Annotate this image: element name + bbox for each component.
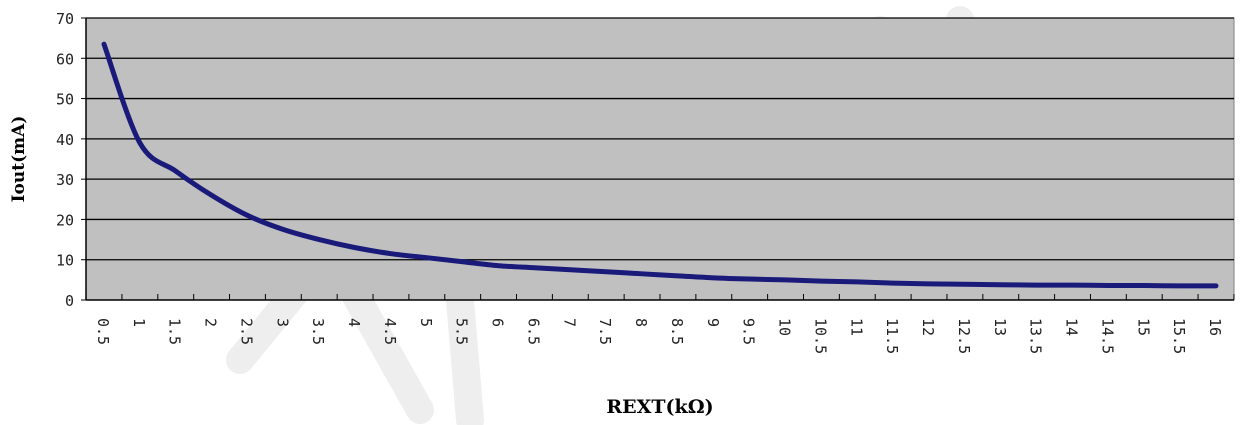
data-point (174, 169, 177, 173)
data-point (856, 280, 859, 284)
data-point (102, 42, 106, 46)
x-tick-label: 15 (1134, 318, 1152, 336)
data-point (927, 282, 931, 286)
data-point (820, 279, 823, 283)
gridlines (86, 17, 1234, 261)
data-point (748, 277, 751, 281)
x-tick-label: 9.5 (740, 318, 758, 345)
x-tick-label: 3.5 (309, 318, 327, 345)
y-tick-label: 60 (56, 50, 74, 68)
data-point (461, 260, 464, 263)
y-axis-title: Iout(mA) (9, 116, 29, 203)
plot-area (85, 17, 1235, 301)
x-tick-label: 11 (847, 318, 865, 336)
x-tick-label: 11.5 (883, 318, 901, 354)
data-point (246, 214, 249, 217)
x-tick-label: 0.5 (94, 318, 112, 345)
series-layer (101, 41, 1219, 289)
data-point (1178, 284, 1182, 288)
x-tick-label: 7.5 (596, 318, 614, 345)
y-tick-label: 70 (56, 10, 74, 28)
data-point (425, 256, 429, 259)
data-point (497, 264, 500, 267)
data-point (1107, 284, 1110, 287)
y-tick-label: 50 (56, 91, 74, 109)
data-point (210, 194, 213, 197)
y-axis-ticks: 0 10 20 30 40 50 60 70 (56, 10, 86, 310)
x-tick-label: 9 (704, 318, 722, 327)
data-point (533, 266, 536, 269)
data-point (712, 276, 716, 280)
data-point (1035, 283, 1038, 287)
x-tick-label: 3 (273, 318, 291, 327)
x-tick-label: 14 (1063, 318, 1081, 336)
data-point (676, 274, 680, 278)
y-tick-label: 0 (65, 292, 74, 310)
x-tick-label: 4 (345, 318, 363, 327)
x-tick-label: 8.5 (668, 318, 686, 345)
x-tick-label: 5 (417, 318, 435, 327)
data-point (569, 268, 572, 271)
x-tick-label: 7 (560, 318, 578, 327)
data-point (138, 141, 142, 145)
x-tick-label: 4.5 (381, 318, 399, 345)
data-point (640, 272, 644, 276)
data-point (999, 283, 1002, 286)
x-tick-label: 12.5 (955, 318, 973, 354)
data-point (318, 238, 321, 241)
x-tick-label: 8 (632, 318, 650, 327)
x-tick-label: 14.5 (1098, 318, 1116, 354)
data-point (604, 270, 608, 273)
x-tick-label: 6.5 (524, 318, 542, 345)
data-point (389, 252, 393, 255)
y-tick-label: 10 (56, 252, 74, 270)
x-tick-label: 13 (991, 318, 1009, 336)
y-tick-label: 40 (56, 131, 74, 149)
data-point (1214, 284, 1218, 288)
x-tick-label: 12 (919, 318, 937, 336)
x-tick-label: 6 (489, 318, 507, 327)
data-point (1071, 283, 1074, 287)
y-tick-label: 20 (56, 211, 74, 229)
x-axis-title: REXT(kΩ) (606, 396, 713, 418)
x-tick-label: 1.5 (166, 318, 184, 345)
x-tick-label: 13.5 (1027, 318, 1045, 354)
x-tick-label: 5.5 (453, 318, 471, 345)
x-tick-label: 10.5 (811, 318, 829, 354)
x-tick-label: 15.5 (1170, 318, 1188, 354)
y-tick-label: 30 (56, 171, 74, 189)
x-tick-label: 2.5 (237, 318, 255, 345)
x-axis-ticks: 0.5 1 1.5 2 2.5 3 3.5 4 4.5 5 5.5 6 6.5 7 7.5 8 8.5 9 9.5 1… (85, 294, 1235, 354)
data-point (353, 246, 357, 249)
x-tick-label: 10 (776, 318, 794, 336)
data-point (891, 281, 895, 285)
x-tick-label: 1 (130, 318, 148, 327)
x-tick-label: 16 (1206, 318, 1224, 336)
data-point (963, 283, 967, 286)
x-tick-label: 2 (202, 318, 220, 327)
data-point (1143, 284, 1146, 287)
data-point (784, 278, 787, 282)
data-point (282, 228, 285, 231)
